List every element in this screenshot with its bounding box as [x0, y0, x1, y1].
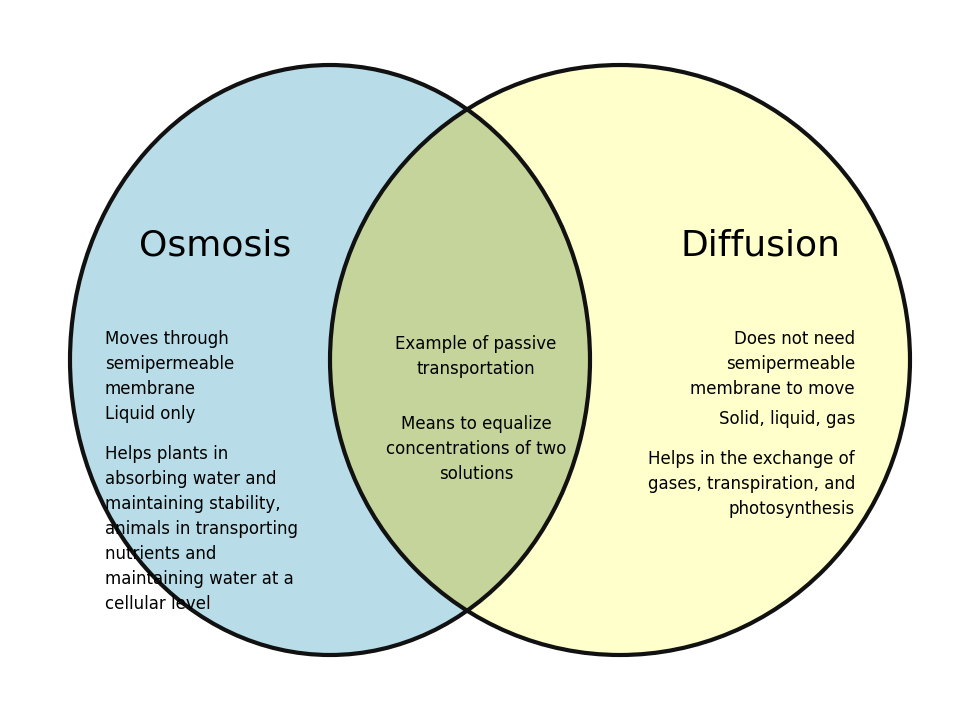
- Text: Helps plants in
absorbing water and
maintaining stability,
animals in transporti: Helps plants in absorbing water and main…: [105, 445, 298, 613]
- Ellipse shape: [330, 65, 910, 655]
- Text: Moves through
semipermeable
membrane: Moves through semipermeable membrane: [105, 330, 234, 398]
- Text: Means to equalize
concentrations of two
solutions: Means to equalize concentrations of two …: [386, 415, 566, 483]
- Text: Example of passive
transportation: Example of passive transportation: [396, 335, 557, 378]
- Text: Helps in the exchange of
gases, transpiration, and
photosynthesis: Helps in the exchange of gases, transpir…: [648, 450, 855, 518]
- Text: Liquid only: Liquid only: [105, 405, 196, 423]
- Text: Osmosis: Osmosis: [139, 228, 291, 262]
- Text: Diffusion: Diffusion: [680, 228, 840, 262]
- Text: Does not need
semipermeable
membrane to move: Does not need semipermeable membrane to …: [690, 330, 855, 398]
- Ellipse shape: [70, 65, 590, 655]
- Ellipse shape: [330, 65, 910, 655]
- Text: Solid, liquid, gas: Solid, liquid, gas: [719, 410, 855, 428]
